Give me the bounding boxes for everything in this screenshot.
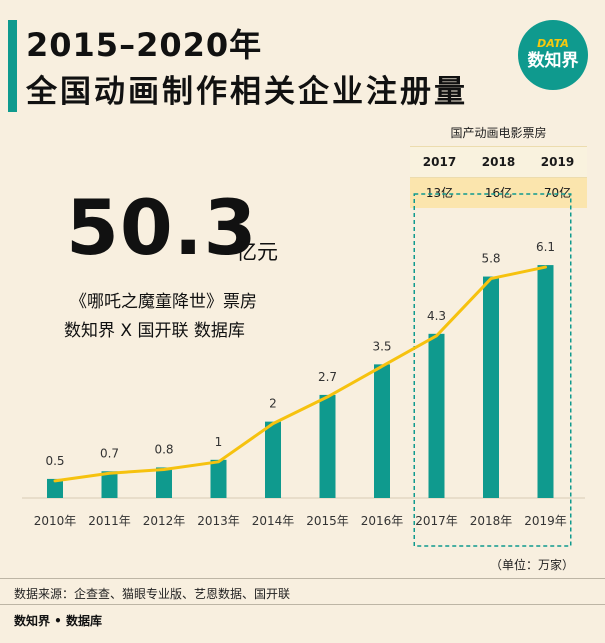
brand-footer: 数知界 • 数据库 bbox=[14, 614, 103, 628]
x-tick-label: 2010年 bbox=[34, 514, 77, 528]
value-label: 0.7 bbox=[100, 446, 119, 460]
bar-2013年 bbox=[210, 459, 227, 498]
highlight-caption: 《哪吒之魔童降世》票房 bbox=[70, 292, 257, 312]
footer-divider-bottom bbox=[0, 604, 605, 605]
x-tick-label: 2014年 bbox=[252, 514, 295, 528]
box-office-year: 2018 bbox=[481, 155, 516, 169]
box-office-value-row: 13亿 16亿 70亿 bbox=[410, 178, 587, 208]
value-label: 3.5 bbox=[372, 339, 391, 353]
x-tick-label: 2017年 bbox=[415, 514, 458, 528]
bar-2017年 bbox=[428, 333, 445, 498]
value-label: 5.8 bbox=[481, 252, 500, 266]
box-office-value: 70亿 bbox=[543, 186, 572, 200]
value-label: 1 bbox=[215, 435, 223, 449]
bar-2014年 bbox=[265, 421, 281, 498]
x-tick-label: 2013年 bbox=[197, 514, 240, 528]
logo-brand-text: 数知界 bbox=[527, 51, 579, 71]
bar-2016年 bbox=[374, 364, 390, 498]
bar-2012年 bbox=[156, 467, 172, 498]
value-label: 4.3 bbox=[427, 309, 446, 323]
x-tick-label: 2015年 bbox=[306, 514, 349, 528]
bar-2010年 bbox=[47, 478, 63, 498]
title-accent-bar bbox=[8, 20, 17, 112]
value-label: 2.7 bbox=[318, 370, 337, 384]
x-tick-label: 2016年 bbox=[361, 514, 404, 528]
box-office-value: 16亿 bbox=[484, 186, 513, 200]
x-tick-label: 2012年 bbox=[143, 514, 186, 528]
box-office-table: 国产动画电影票房 2017 2018 2019 13亿 16亿 70亿 bbox=[410, 124, 587, 208]
highlight-number: 50.3 bbox=[66, 183, 258, 272]
logo-data-text: DATA bbox=[537, 37, 569, 50]
box-office-year: 2019 bbox=[540, 155, 575, 169]
bar-2018年 bbox=[483, 276, 499, 498]
bar-2015年 bbox=[319, 394, 336, 498]
brand-logo: DATA 数知界 bbox=[518, 20, 588, 90]
highlight-region bbox=[413, 193, 572, 547]
box-office-year-row: 2017 2018 2019 bbox=[410, 146, 587, 178]
x-tick-label: 2018年 bbox=[470, 514, 513, 528]
unit-note: （单位：万家） bbox=[490, 558, 575, 572]
value-label: 2 bbox=[269, 397, 277, 411]
highlight-unit: 亿元 bbox=[236, 240, 278, 264]
box-office-year: 2017 bbox=[422, 155, 457, 169]
x-tick-label: 2019年 bbox=[524, 514, 567, 528]
value-label: 6.1 bbox=[536, 240, 555, 254]
bar-2019年 bbox=[537, 265, 554, 498]
data-source: 数据来源：企查查、猫眼专业版、艺恩数据、国开联 bbox=[14, 587, 291, 601]
box-office-value: 13亿 bbox=[425, 186, 454, 200]
highlight-source-caption: 数知界 X 国开联 数据库 bbox=[64, 321, 245, 341]
value-label: 0.5 bbox=[45, 454, 64, 468]
box-office-title: 国产动画电影票房 bbox=[450, 126, 547, 140]
chart-title-main: 全国动画制作相关企业注册量 bbox=[26, 74, 468, 110]
trend-line bbox=[53, 265, 547, 483]
bar-2011年 bbox=[101, 471, 118, 498]
x-tick-label: 2011年 bbox=[88, 514, 131, 528]
chart-title-years: 2015–2020年 bbox=[26, 26, 263, 64]
value-label: 0.8 bbox=[154, 442, 173, 456]
footer-divider-top bbox=[0, 578, 605, 579]
